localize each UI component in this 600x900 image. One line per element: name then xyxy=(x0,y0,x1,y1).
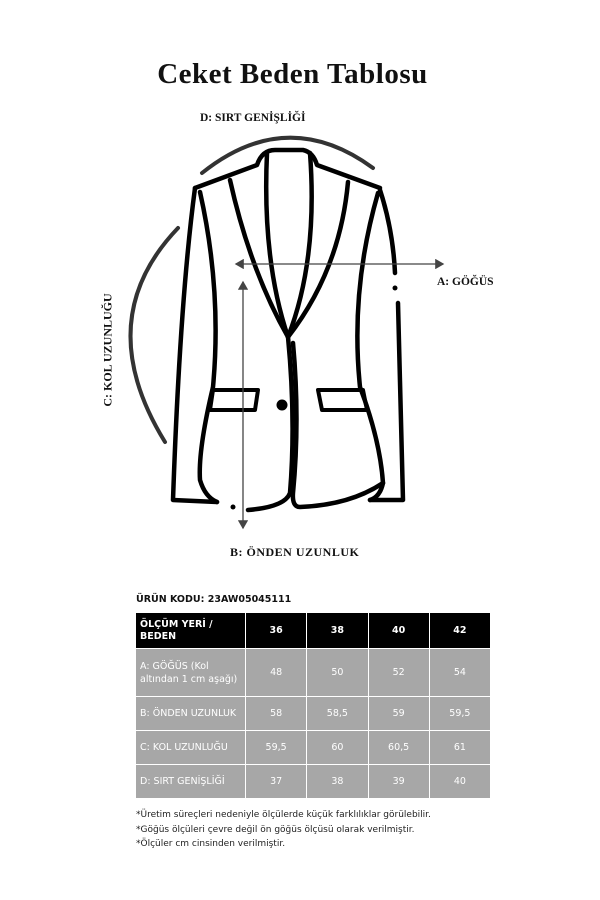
cell: 48 xyxy=(244,648,308,697)
back-width-arc xyxy=(200,135,375,175)
right-side xyxy=(355,190,386,503)
left-side xyxy=(197,189,220,505)
table-row: A: GÖĞÜS (Kol altından 1 cm aşağı) 48 50… xyxy=(135,648,492,697)
front-edge-right xyxy=(290,340,386,510)
header-cell: ÖLÇÜM YERİ / BEDEN xyxy=(135,612,246,649)
button xyxy=(276,399,288,411)
right-sleeve-upper xyxy=(377,187,398,276)
row-label: C: KOL UZUNLUĞU xyxy=(135,730,246,765)
cell: 59,5 xyxy=(428,696,492,731)
page-title: Ceket Beden Tablosu xyxy=(157,58,428,90)
right-lapel-inner xyxy=(285,150,314,340)
product-code: ÜRÜN KODU: 23AW05045111 xyxy=(136,594,292,605)
cell: 61 xyxy=(428,730,492,765)
jacket-illustration xyxy=(128,135,445,530)
cell: 40 xyxy=(428,764,492,799)
label-front-length: B: ÖNDEN UZUNLUK xyxy=(230,545,360,559)
left-pocket xyxy=(208,388,260,412)
sleeve-arc xyxy=(128,226,180,444)
size-table: ÖLÇÜM YERİ / BEDEN 36 38 40 42 A: GÖĞÜS … xyxy=(135,612,492,799)
dot-bottom xyxy=(230,504,236,510)
row-label: B: ÖNDEN UZUNLUK xyxy=(135,696,246,731)
cell: 50 xyxy=(306,648,369,697)
cell: 60,5 xyxy=(367,730,430,765)
cell: 59,5 xyxy=(244,730,308,765)
cell: 38 xyxy=(306,764,369,799)
cell: 60 xyxy=(306,730,369,765)
note: *Üretim süreçleri nedeniyle ölçülerde kü… xyxy=(136,810,431,820)
right-pocket xyxy=(316,388,369,412)
note: *Ölçüler cm cinsinden verilmiştir. xyxy=(136,839,286,849)
cell: 58,5 xyxy=(306,696,369,731)
dot-side xyxy=(392,285,398,291)
cell: 39 xyxy=(367,764,430,799)
cell: 37 xyxy=(244,764,308,799)
right-lapel-outer xyxy=(285,179,351,340)
table-row: B: ÖNDEN UZUNLUK 58 58,5 59 59,5 xyxy=(135,696,492,731)
cell: 54 xyxy=(428,648,492,697)
header-cell: 36 xyxy=(244,612,308,649)
table-row: C: KOL UZUNLUĞU 59,5 60 60,5 61 xyxy=(135,730,492,765)
header-cell: 42 xyxy=(428,612,492,649)
front-edge-left xyxy=(245,334,295,513)
label-chest: A: GÖĞÜS xyxy=(437,276,494,288)
left-sleeve xyxy=(170,185,220,505)
header-cell: 38 xyxy=(306,612,369,649)
row-label: D: SIRT GENİŞLİĞİ xyxy=(135,764,246,799)
left-lapel-inner xyxy=(263,150,291,340)
right-sleeve-lower xyxy=(367,300,406,503)
row-label: A: GÖĞÜS (Kol altından 1 cm aşağı) xyxy=(135,648,246,697)
cell: 59 xyxy=(367,696,430,731)
note: *Göğüs ölçüleri çevre değil ön göğüs ölç… xyxy=(136,824,415,835)
table-row: D: SIRT GENİŞLİĞİ 37 38 39 40 xyxy=(135,764,492,799)
collar xyxy=(192,147,383,191)
cell: 58 xyxy=(244,696,308,731)
notes: *Üretim süreçleri nedeniyle ölçülerde kü… xyxy=(136,808,431,852)
header-cell: 40 xyxy=(367,612,430,649)
label-back-width: D: SIRT GENİŞLİĞİ xyxy=(200,112,306,124)
table-header-row: ÖLÇÜM YERİ / BEDEN 36 38 40 42 xyxy=(135,612,492,649)
cell: 52 xyxy=(367,648,430,697)
